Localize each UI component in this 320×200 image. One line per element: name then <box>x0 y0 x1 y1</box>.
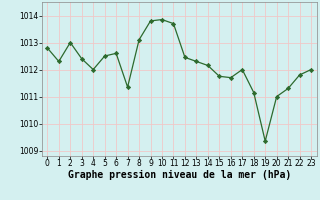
X-axis label: Graphe pression niveau de la mer (hPa): Graphe pression niveau de la mer (hPa) <box>68 170 291 180</box>
